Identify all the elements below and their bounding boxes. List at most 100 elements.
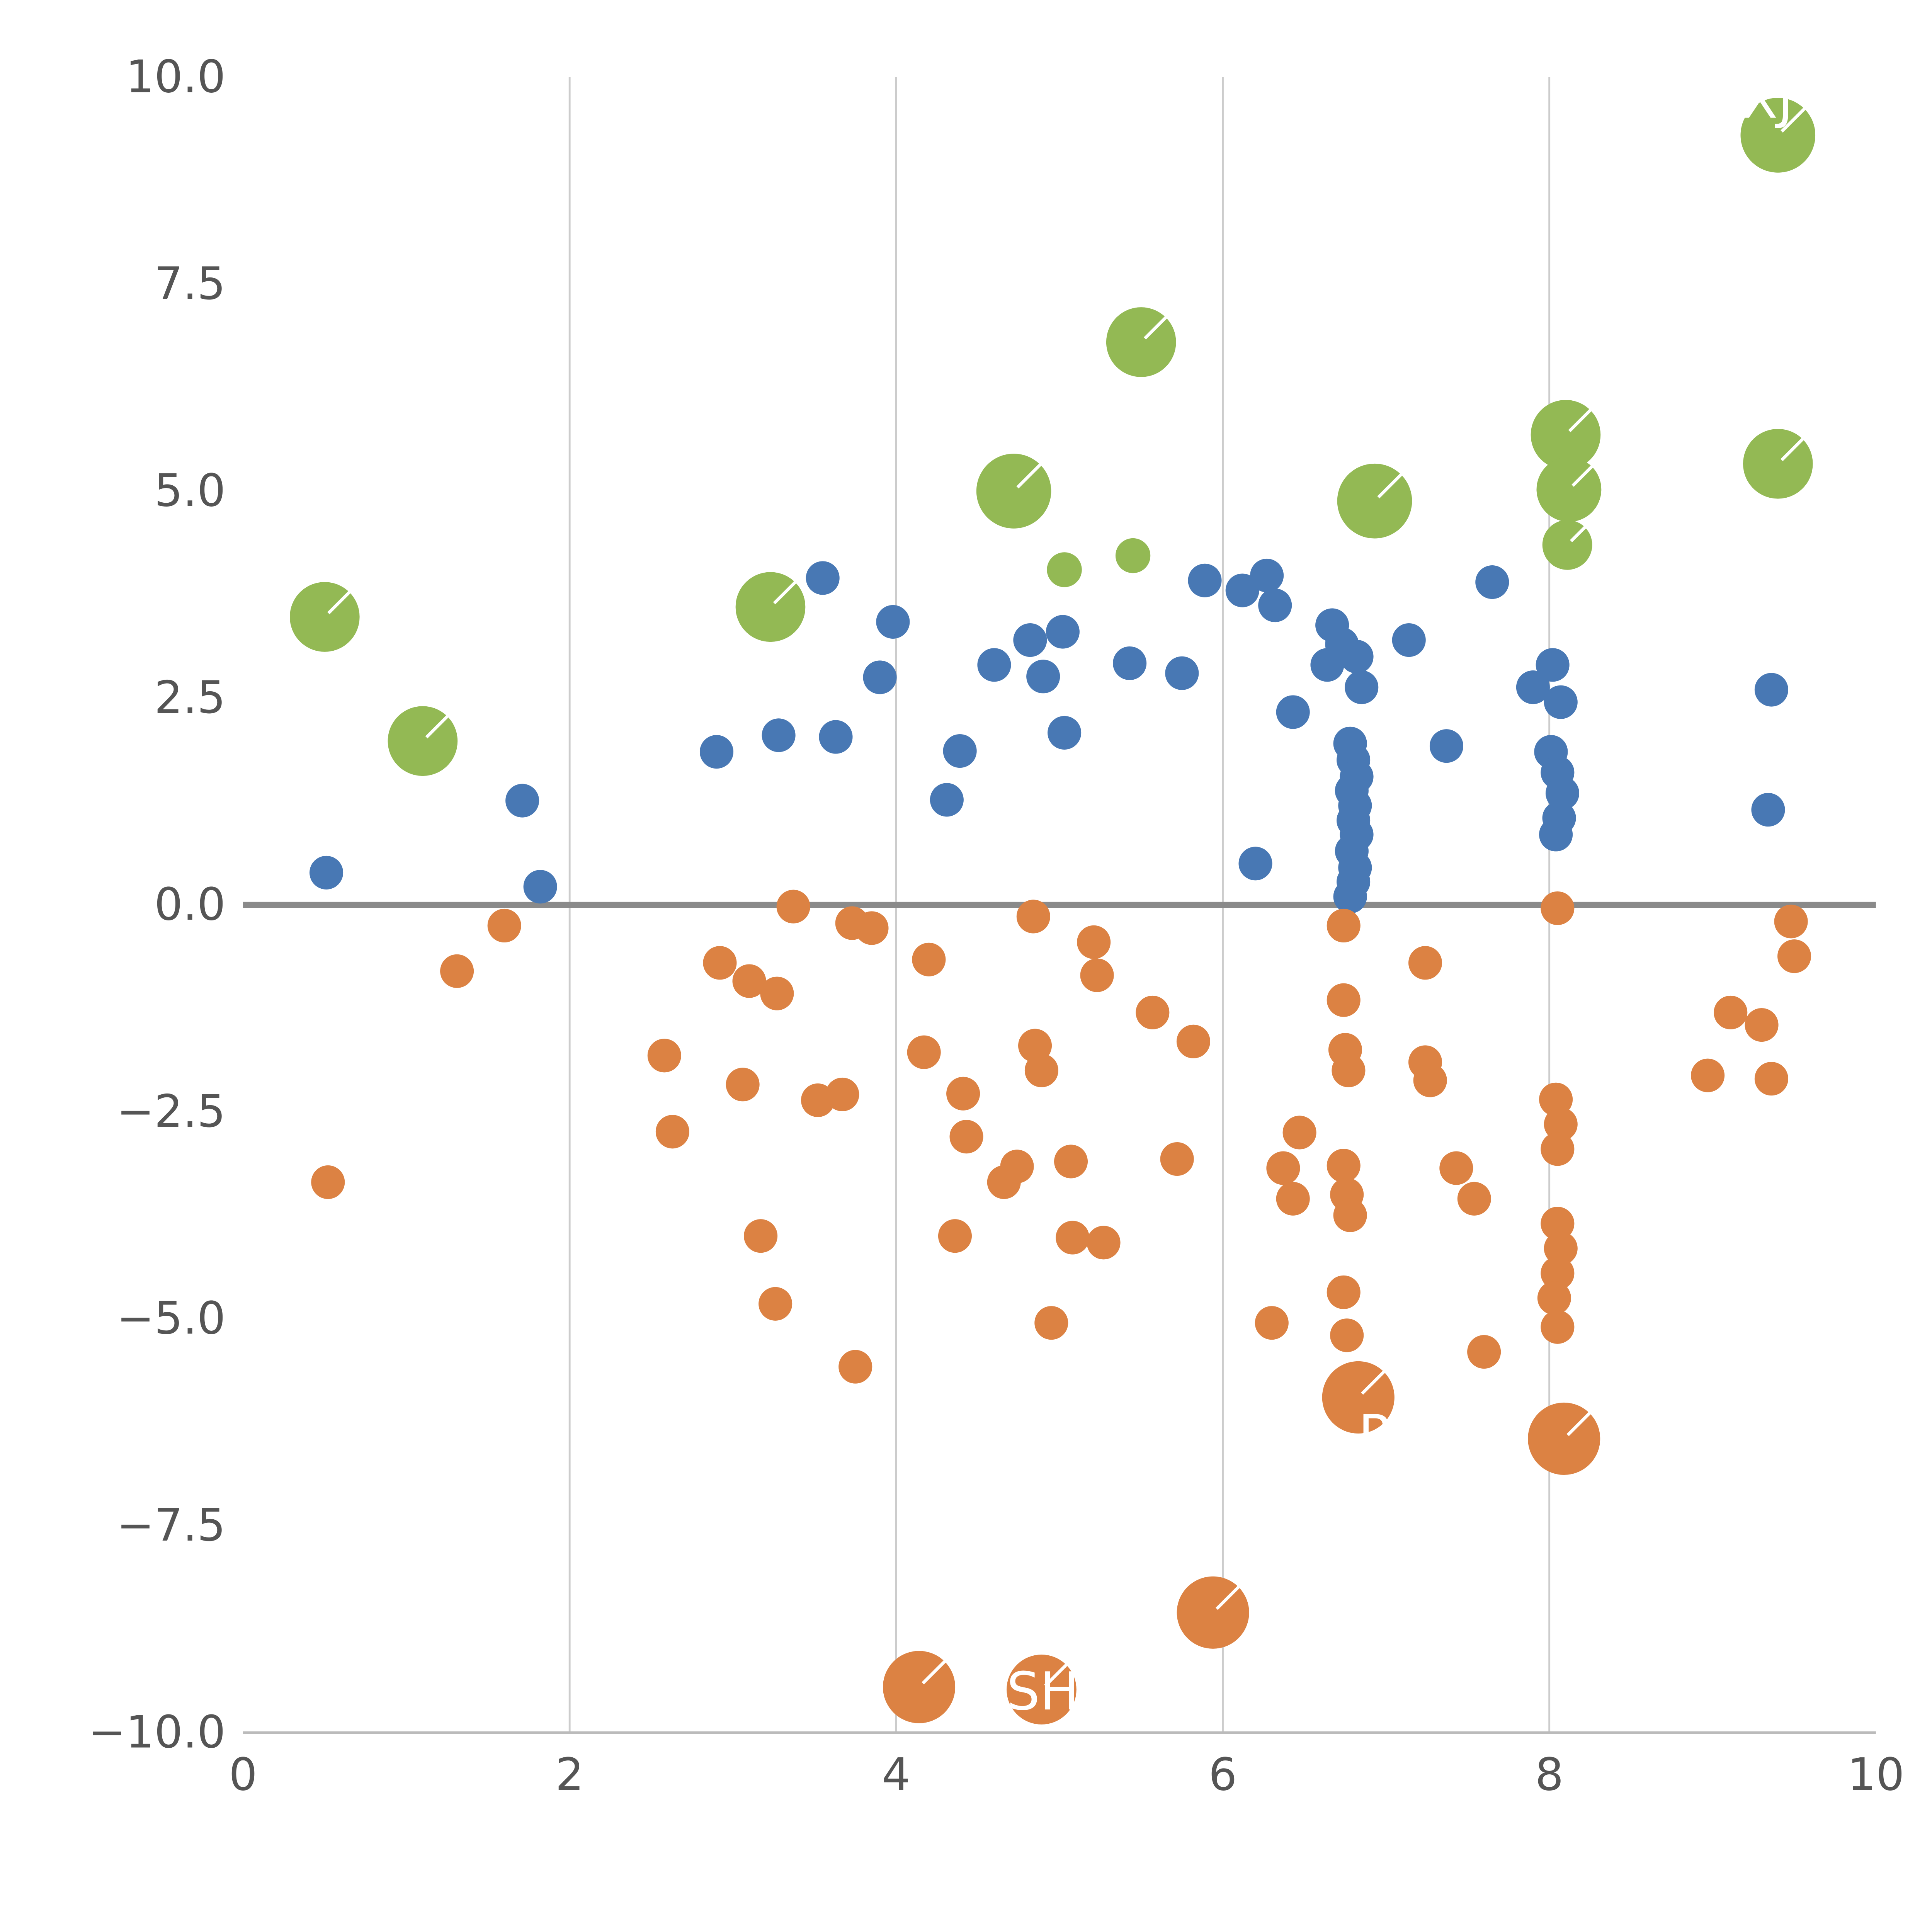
y-tick-label: −5.0 [117, 1293, 226, 1345]
scatter-point-orange [1408, 946, 1442, 980]
scatter-point-blue [1165, 656, 1199, 690]
scatter-point-orange [1080, 958, 1114, 992]
scatter-point-orange [1160, 1142, 1194, 1176]
scatter-point-orange [1333, 1198, 1367, 1232]
scatter-point-blue [505, 784, 539, 818]
bubble-leader-line [1568, 406, 1594, 432]
scatter-point-orange [1541, 891, 1575, 925]
scatter-point-blue [762, 718, 796, 752]
scatter-point-orange [1327, 1275, 1361, 1309]
scatter-point-orange [1544, 1107, 1578, 1141]
scatter-point-orange [1056, 1221, 1090, 1255]
scatter-point-orange [1714, 995, 1748, 1029]
bubble-leader-line [1377, 471, 1405, 498]
scatter-point-blue [819, 720, 853, 754]
scatter-point-blue [1545, 776, 1580, 810]
scatter-point-orange [949, 1120, 983, 1154]
scatter-point-orange [1541, 1256, 1575, 1290]
scatter-point-blue [1516, 670, 1550, 704]
scatter-point-orange [1330, 1318, 1364, 1352]
scatter-point-blue [1013, 623, 1047, 657]
scatter-point-orange [1016, 900, 1050, 934]
y-tick-label: 0.0 [154, 879, 226, 931]
scatter-point-orange [1176, 1024, 1210, 1058]
scatter-point-orange [938, 1219, 972, 1253]
scatter-point-orange [1544, 1231, 1578, 1265]
scatter-point-blue [523, 870, 557, 904]
scatter-point-orange [1754, 1062, 1788, 1096]
scatter-point-blue [1333, 879, 1367, 914]
scatter-point-orange [311, 1165, 345, 1199]
scatter-point-orange [1136, 995, 1170, 1029]
scatter-point-orange [1413, 1063, 1447, 1097]
scatter-point-blue [1276, 695, 1310, 729]
scatter-point-orange [838, 1350, 872, 1384]
scatter-point-orange [487, 908, 521, 943]
scatter-point-orange [1327, 908, 1361, 943]
y-tick-label: −10.0 [88, 1706, 226, 1759]
scatter-point-orange [703, 946, 737, 980]
bubble-leader-line [922, 1658, 949, 1685]
bubble-label: SH [1007, 1661, 1079, 1722]
scatter-point-orange [1327, 1149, 1361, 1183]
scatter-point-orange [855, 911, 889, 945]
scatter-point-orange [1541, 1207, 1575, 1241]
scatter-point-blue [1026, 660, 1060, 694]
scatter-point-orange [1054, 1145, 1088, 1179]
scatter-point-orange [726, 1068, 760, 1102]
scatter-point-blue [930, 783, 964, 817]
scatter-point-orange [1777, 939, 1811, 973]
bubble-leader-line [1571, 463, 1595, 487]
scatter-point-orange [1282, 1116, 1316, 1150]
scatter-point-blue [1113, 646, 1147, 680]
y-tick-label: 2.5 [154, 672, 226, 724]
scatter-point-blue [1751, 793, 1785, 827]
scatter-point-orange [1276, 1182, 1310, 1216]
scatter-point-blue [1188, 563, 1222, 597]
scatter-point-blue [1238, 847, 1272, 881]
y-tick-label: 5.0 [154, 465, 226, 517]
scatter-point-blue [1340, 639, 1374, 673]
x-tick-label: 6 [1209, 1748, 1237, 1801]
scatter-point-blue [1754, 673, 1788, 707]
bubble-label: -XJ [1726, 69, 1793, 130]
bubble-leader-line [1570, 524, 1588, 543]
bubble-leader-line [1044, 1661, 1070, 1687]
scatter-point-orange [1087, 1226, 1121, 1260]
bubble-leader-line [1566, 1409, 1594, 1436]
bubble-leader-line [1781, 105, 1808, 133]
scatter-point-orange [1541, 1310, 1575, 1344]
x-tick-label: 4 [882, 1748, 910, 1801]
scatter-point-blue [1392, 623, 1426, 657]
scatter-point-orange [1034, 1306, 1068, 1340]
bubble-leader-line [425, 713, 451, 739]
scatter-point-blue [1046, 615, 1080, 649]
scatter-point-orange [1266, 1151, 1300, 1185]
bubble-leader-line [773, 578, 799, 605]
scatter-point-blue [1544, 685, 1578, 719]
scatter-point-orange [912, 942, 946, 976]
scatter-point-orange [1255, 1306, 1289, 1340]
y-tick-label: −7.5 [117, 1499, 226, 1551]
scatter-point-orange [1439, 1151, 1473, 1185]
scatter-point-orange [907, 1035, 941, 1069]
bubble-label: R [1358, 1403, 1395, 1464]
scatter-point-blue [310, 855, 344, 889]
scatter-point-orange [1077, 925, 1111, 959]
scatter-point-blue [1048, 716, 1082, 750]
scatter-point-orange [1467, 1335, 1501, 1369]
scatter-point-orange [1327, 983, 1361, 1017]
scatter-point-blue [1250, 558, 1284, 592]
scatter-point-blue [1258, 588, 1292, 622]
scatter-point-orange [1774, 905, 1808, 939]
bubble-leader-line [1215, 1583, 1242, 1610]
scatter-point-blue [876, 605, 910, 639]
y-tick-label: 7.5 [154, 258, 226, 310]
scatter-point-blue [1429, 729, 1463, 763]
x-tick-label: 8 [1535, 1748, 1564, 1801]
bubble-leader-line [1361, 1368, 1388, 1395]
scatter-point-blue [699, 735, 734, 769]
scatter-point-orange [1024, 1053, 1058, 1087]
